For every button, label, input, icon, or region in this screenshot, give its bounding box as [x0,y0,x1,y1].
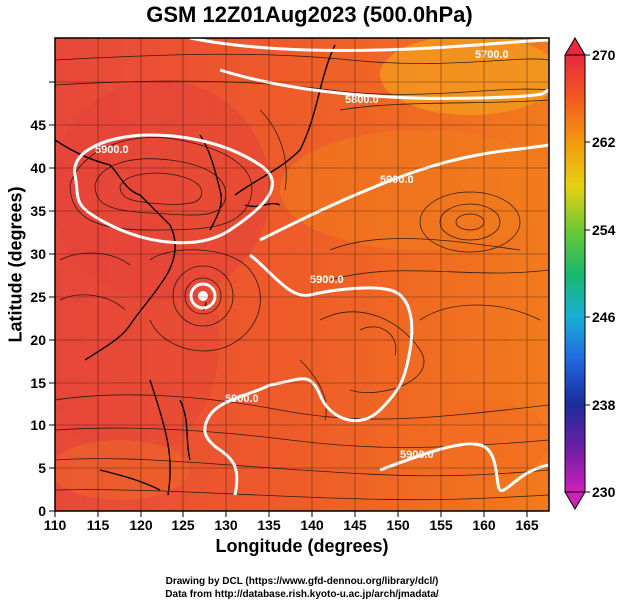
x-tick-label: 125 [171,517,195,533]
colorbar: 270 262 254 246 238 230 [564,37,616,510]
y-tick-label: 30 [30,246,46,262]
contour-label: 5900.0 [95,144,129,156]
x-tick-labels: 110 115 120 125 130 135 140 145 150 155 … [44,517,539,533]
y-tick-label: 40 [30,160,46,176]
x-tick-label: 130 [214,517,238,533]
colorbar-tick-label: 246 [592,309,616,325]
x-tick-label: 135 [257,517,281,533]
temperature-field [55,38,549,511]
colorbar-tick-label: 262 [592,134,616,150]
y-tick-labels: 0 5 10 15 20 25 30 35 40 45 [30,117,46,519]
y-tick-label: 25 [30,289,46,305]
grid [55,38,549,511]
colorbar-tick-label: 238 [592,397,616,413]
chart-title: GSM 12Z01Aug2023 (500.0hPa) [146,2,473,27]
x-tick-label: 145 [343,517,367,533]
x-tick-label: 160 [472,517,496,533]
x-tick-label: 165 [515,517,539,533]
contour-label: 5900.0 [310,274,344,286]
streamlines [55,53,549,501]
y-tick-label: 5 [38,460,46,476]
x-tick-label: 155 [429,517,453,533]
x-axis-ticks [54,511,528,517]
colorbar-tick-label: 270 [592,47,616,63]
x-tick-label: 140 [300,517,324,533]
contour-label: 5900.0 [225,393,259,405]
y-tick-label: 35 [30,203,46,219]
x-tick-label: 115 [87,517,110,533]
x-tick-label: 150 [386,517,410,533]
typhoon-center-icon [196,289,210,303]
credit-data: Data from http://database.rish.kyoto-u.a… [165,589,439,600]
y-tick-label: 45 [30,117,46,133]
plot-frame [54,37,550,512]
y-axis-ticks [49,81,55,512]
contour-labels: 5700.0 5800.0 5900.0 5900.0 5900.0 5900.… [95,49,509,461]
colorbar-tick-label: 254 [592,222,616,238]
credit-drawing: Drawing by DCL (https://www.gfd-dennou.o… [165,576,439,587]
y-tick-label: 15 [30,375,46,391]
x-tick-label: 120 [129,517,153,533]
colorbar-tick-label: 230 [592,484,616,500]
contour-label: 5900.0 [380,174,414,186]
contour-label: 5700.0 [475,49,509,61]
y-axis-label: Latitude (degrees) [5,186,26,343]
y-tick-label: 10 [30,417,46,433]
contour-label: 5900.0 [400,449,434,461]
x-axis-label: Longitude (degrees) [215,536,389,556]
x-tick-label: 110 [44,517,67,533]
height-contours [73,38,549,496]
contour-label: 5800.0 [345,94,379,106]
y-tick-label: 0 [38,503,46,519]
y-tick-label: 20 [30,332,46,348]
